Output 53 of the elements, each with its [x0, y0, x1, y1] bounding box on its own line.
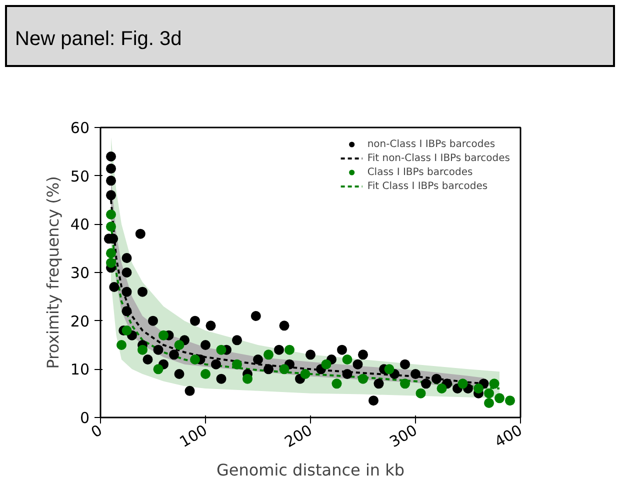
point [174, 340, 184, 350]
point [153, 364, 164, 374]
point [122, 326, 132, 336]
point [116, 340, 126, 350]
point [216, 344, 226, 355]
point [358, 374, 368, 384]
point [505, 396, 515, 406]
point [242, 374, 252, 384]
legend-label: Fit Class I IBPs barcodes [367, 180, 488, 193]
point [474, 384, 484, 394]
y-tick-label: 50 [70, 167, 90, 186]
point [106, 248, 116, 258]
point [400, 378, 410, 389]
point [494, 393, 504, 404]
x-tick-label: 300 [386, 421, 420, 452]
point [321, 359, 332, 370]
legend-label: Class I IBPs barcodes [367, 166, 473, 179]
y-tick-label: 0 [80, 409, 90, 427]
point [232, 359, 242, 370]
legend-label: non-Class I IBPs barcodes [367, 138, 496, 151]
point [342, 354, 352, 364]
y-tick-label: 10 [70, 360, 90, 379]
point [300, 369, 310, 379]
x-tick-label: 400 [491, 421, 526, 452]
point [484, 388, 494, 398]
y-axis-title: Proximity frequency (%) [43, 176, 62, 369]
point [436, 384, 447, 394]
x-tick-label: 0 [88, 421, 106, 442]
point [284, 344, 294, 355]
point [106, 258, 116, 268]
point [279, 364, 290, 374]
point [458, 378, 468, 389]
point [484, 398, 494, 408]
point [416, 388, 426, 398]
point [384, 364, 394, 374]
legend-label: Fit non-Class I IBPs barcodes [367, 152, 510, 165]
y-tick-label: 20 [70, 312, 90, 330]
point [158, 330, 168, 340]
point [138, 344, 148, 355]
y-tick-label: 30 [70, 264, 90, 282]
x-axis-title: Genomic distance in kb [216, 460, 405, 480]
point [264, 350, 274, 360]
y-tick-label: 40 [70, 216, 90, 234]
x-tick-label: 200 [281, 421, 316, 452]
chart-title: New panel: Fig. 3d [15, 27, 182, 52]
y-tick-label: 60 [70, 119, 90, 137]
point [106, 210, 116, 220]
point [489, 378, 500, 389]
x-tick-label: 100 [176, 421, 210, 452]
point [106, 222, 116, 232]
point [190, 354, 200, 364]
point [200, 369, 210, 379]
point [332, 378, 342, 389]
